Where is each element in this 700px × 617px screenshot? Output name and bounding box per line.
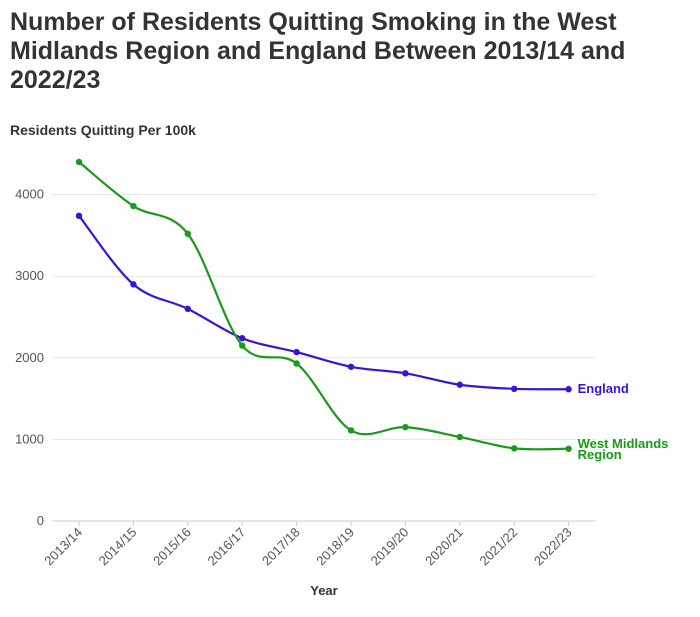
england-point [239,335,246,342]
west-midlands-region-point [456,433,463,441]
west-midlands-region-point [75,158,83,166]
y-tick-label: 0 [37,513,44,528]
west-midlands-region-label: West Midlands Region [578,436,669,462]
x-tick-label: 2015/16 [150,525,194,569]
england-label: England [578,381,629,396]
y-tick-label: 1000 [15,431,44,446]
y-tick-label: 4000 [15,187,44,202]
x-tick-label: 2017/18 [259,525,303,569]
x-tick-label: 2021/22 [476,525,520,569]
x-tick-label: 2016/17 [204,525,248,569]
england-point [293,348,300,356]
x-tick-label: 2019/20 [368,525,412,569]
y-tick-label: 3000 [15,268,44,283]
england-point [511,385,518,393]
west-midlands-region-point [511,445,518,452]
england-line [78,215,569,391]
y-axis-title: Residents Quitting Per 100k [10,122,196,138]
x-tick-label: 2022/23 [531,525,575,569]
west-midlands-region-point [130,202,137,210]
x-tick-label: 2020/21 [422,525,466,569]
x-tick-label: 2018/19 [313,525,357,569]
england-point [75,212,83,220]
chart-title: Number of Residents Quitting Smoking in … [10,8,626,94]
west-midlands-region-point [347,427,355,434]
x-tick-label: 2013/14 [41,525,85,569]
england-point [184,305,191,313]
west-midlands-region-point [239,342,246,349]
y-tick-label: 2000 [15,350,44,365]
west-midlands-region-point [293,360,300,367]
england-point [402,370,409,377]
gridlines [52,194,596,440]
england-point [565,386,572,393]
west-midlands-region-line [78,161,569,451]
england-point [456,381,463,388]
west-midlands-region-point [402,423,409,431]
series [75,158,572,452]
england-point [130,281,137,288]
west-midlands-region-point [565,445,572,452]
england-point [347,363,355,370]
x-tick-label: 2014/15 [96,525,140,569]
x-axis-title: Year [310,583,337,598]
labels: England West Midlands Region [578,381,669,462]
west-midlands-region-point [184,230,191,237]
